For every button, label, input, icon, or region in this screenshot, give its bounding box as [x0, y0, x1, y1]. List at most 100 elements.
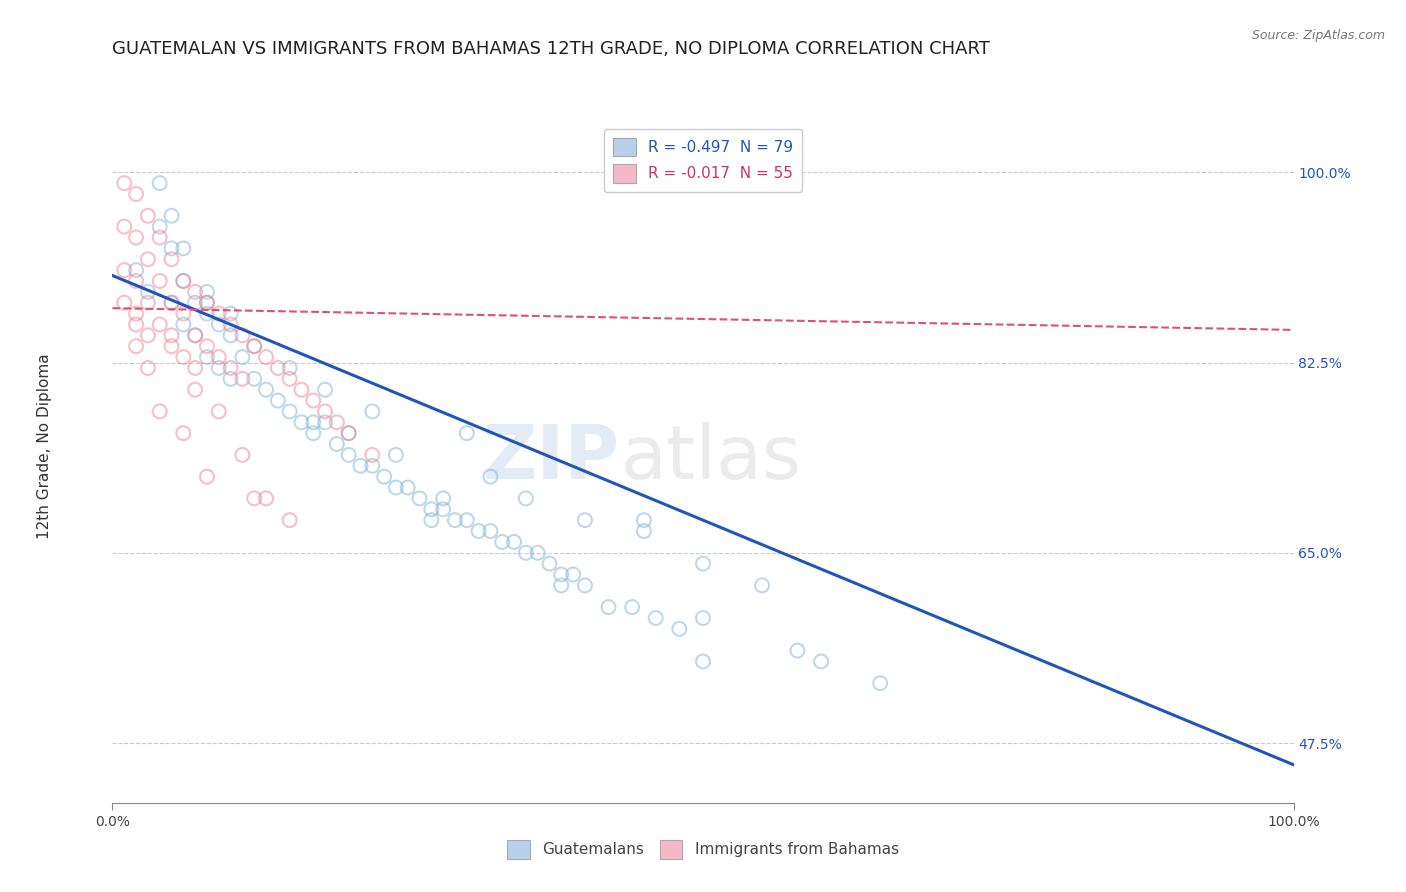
Point	[125, 274, 148, 288]
Point	[361, 448, 384, 462]
Point	[254, 383, 277, 397]
Point	[621, 600, 644, 615]
Text: Source: ZipAtlas.com: Source: ZipAtlas.com	[1251, 29, 1385, 42]
Point	[786, 643, 808, 657]
Point	[208, 307, 231, 321]
Point	[326, 415, 349, 429]
Point	[125, 263, 148, 277]
Point	[125, 339, 148, 353]
Point	[574, 578, 596, 592]
Point	[278, 372, 301, 386]
Point	[172, 318, 194, 332]
Point	[598, 600, 620, 615]
Point	[149, 176, 172, 190]
Point	[231, 350, 253, 364]
Point	[136, 285, 159, 299]
Point	[326, 437, 349, 451]
Text: ZIP: ZIP	[484, 422, 620, 495]
Point	[172, 241, 194, 255]
Point	[136, 252, 159, 267]
Point	[456, 513, 478, 527]
Point	[692, 611, 714, 625]
Point	[172, 307, 194, 321]
Point	[160, 339, 183, 353]
Point	[479, 524, 502, 538]
Point	[254, 350, 277, 364]
Point	[195, 469, 218, 483]
Point	[136, 295, 159, 310]
Point	[208, 404, 231, 418]
Point	[668, 622, 690, 636]
Point	[112, 176, 135, 190]
Point	[125, 318, 148, 332]
Point	[267, 361, 290, 376]
Point	[361, 404, 384, 418]
Point	[112, 263, 135, 277]
Point	[112, 219, 135, 234]
Point	[195, 285, 218, 299]
Point	[278, 513, 301, 527]
Point	[267, 393, 290, 408]
Point	[160, 252, 183, 267]
Point	[385, 448, 408, 462]
Point	[396, 481, 419, 495]
Point	[538, 557, 561, 571]
Point	[314, 404, 336, 418]
Point	[432, 491, 454, 506]
Point	[633, 524, 655, 538]
Point	[149, 219, 172, 234]
Point	[160, 328, 183, 343]
Point	[231, 328, 253, 343]
Point	[160, 295, 183, 310]
Point	[219, 328, 242, 343]
Point	[184, 361, 207, 376]
Point	[112, 295, 135, 310]
Point	[208, 350, 231, 364]
Point	[149, 318, 172, 332]
Point	[243, 339, 266, 353]
Point	[810, 655, 832, 669]
Point	[302, 426, 325, 441]
Point	[302, 393, 325, 408]
Point	[219, 318, 242, 332]
Point	[149, 404, 172, 418]
Point	[172, 426, 194, 441]
Point	[195, 350, 218, 364]
Point	[751, 578, 773, 592]
Point	[420, 502, 443, 516]
Point	[278, 404, 301, 418]
Point	[125, 307, 148, 321]
Point	[231, 448, 253, 462]
Point	[337, 448, 360, 462]
Point	[195, 295, 218, 310]
Point	[869, 676, 891, 690]
Point	[361, 458, 384, 473]
Point	[219, 307, 242, 321]
Point	[136, 328, 159, 343]
Point	[491, 535, 513, 549]
Point	[231, 372, 253, 386]
Point	[408, 491, 430, 506]
Point	[195, 339, 218, 353]
Point	[290, 415, 312, 429]
Point	[467, 524, 489, 538]
Point	[184, 285, 207, 299]
Point	[574, 513, 596, 527]
Point	[160, 241, 183, 255]
Point	[302, 415, 325, 429]
Point	[644, 611, 666, 625]
Point	[562, 567, 585, 582]
Point	[385, 481, 408, 495]
Point	[692, 655, 714, 669]
Point	[149, 274, 172, 288]
Point	[550, 567, 572, 582]
Point	[208, 318, 231, 332]
Point	[125, 187, 148, 202]
Point	[125, 230, 148, 244]
Point	[456, 426, 478, 441]
Point	[149, 230, 172, 244]
Point	[444, 513, 467, 527]
Point	[195, 295, 218, 310]
Point	[432, 502, 454, 516]
Point	[243, 491, 266, 506]
